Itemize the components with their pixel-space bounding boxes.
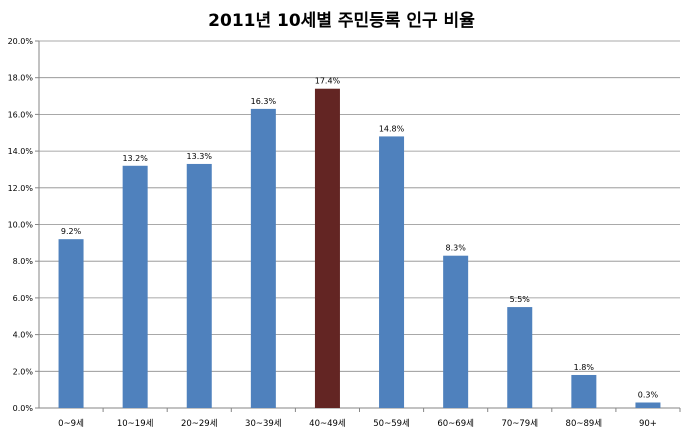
bar (314, 88, 340, 409)
bar (443, 255, 469, 408)
x-tick-label: 80~89세 (566, 419, 603, 429)
x-tick-label: 30~39세 (245, 419, 282, 429)
x-tick-label: 40~49세 (309, 419, 346, 429)
bar (635, 402, 661, 408)
data-label: 1.8% (574, 363, 595, 372)
y-tick-label: 0.0% (13, 404, 34, 413)
y-tick-label: 8.0% (13, 257, 34, 266)
data-label: 16.3% (251, 97, 277, 106)
data-label: 17.4% (315, 77, 341, 86)
data-label: 0.3% (638, 390, 659, 399)
bar (507, 307, 533, 408)
data-label: 14.8% (379, 124, 405, 133)
y-tick-label: 6.0% (13, 294, 34, 303)
data-label: 8.3% (445, 244, 466, 253)
y-tick-label: 14.0% (8, 147, 34, 156)
bar (58, 239, 84, 408)
bar (571, 374, 597, 408)
x-tick-label: 60~69세 (437, 419, 474, 429)
y-tick-label: 18.0% (8, 74, 34, 83)
x-tick-label: 50~59세 (373, 419, 410, 429)
y-tick-label: 20.0% (8, 37, 34, 46)
x-tick-label: 90+ (639, 419, 657, 429)
bar (122, 165, 148, 408)
x-tick-label: 0~9세 (58, 419, 84, 429)
y-tick-label: 12.0% (8, 184, 34, 193)
y-tick-label: 10.0% (8, 221, 34, 230)
data-label: 13.2% (122, 154, 148, 163)
y-tick-label: 4.0% (13, 331, 34, 340)
y-tick-label: 2.0% (13, 367, 34, 376)
bar (186, 163, 212, 408)
x-tick-label: 70~79세 (501, 419, 538, 429)
y-tick-label: 16.0% (8, 110, 34, 119)
chart-title: 2011년 10세별 주민등록 인구 비율 (208, 11, 475, 31)
bar (379, 136, 405, 409)
data-label: 13.3% (187, 152, 213, 161)
data-label: 9.2% (61, 227, 82, 236)
x-tick-label: 20~29세 (181, 419, 218, 429)
x-tick-label: 10~19세 (117, 419, 154, 429)
data-label: 5.5% (510, 295, 531, 304)
bar (250, 108, 276, 409)
